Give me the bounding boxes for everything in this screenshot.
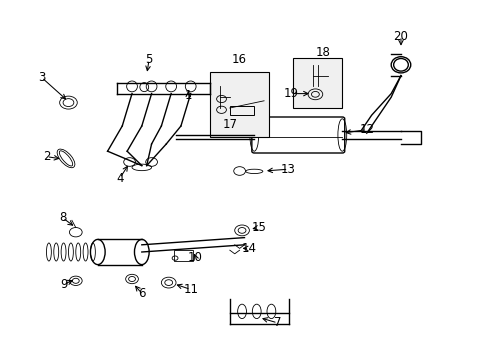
- Text: 4: 4: [116, 172, 123, 185]
- FancyBboxPatch shape: [251, 117, 344, 153]
- Bar: [173, 250, 193, 261]
- Text: 7: 7: [273, 316, 281, 329]
- Text: 8: 8: [59, 211, 66, 224]
- Text: 6: 6: [138, 287, 145, 300]
- Text: 9: 9: [60, 278, 67, 291]
- Text: 18: 18: [315, 46, 329, 59]
- Text: 13: 13: [281, 163, 295, 176]
- Bar: [210, 72, 268, 137]
- Text: 2: 2: [42, 150, 50, 163]
- Text: 1: 1: [184, 89, 192, 102]
- Text: 5: 5: [145, 53, 153, 66]
- Text: 19: 19: [283, 87, 298, 100]
- Text: 3: 3: [38, 71, 45, 84]
- Text: 10: 10: [188, 251, 203, 264]
- Bar: [293, 58, 342, 108]
- Text: 16: 16: [232, 53, 246, 66]
- Text: 11: 11: [183, 283, 198, 296]
- Text: 12: 12: [359, 123, 373, 136]
- Text: 17: 17: [222, 118, 237, 131]
- Bar: [229, 106, 254, 115]
- Text: 20: 20: [393, 30, 407, 42]
- Text: 15: 15: [251, 221, 266, 234]
- Text: 14: 14: [242, 242, 256, 255]
